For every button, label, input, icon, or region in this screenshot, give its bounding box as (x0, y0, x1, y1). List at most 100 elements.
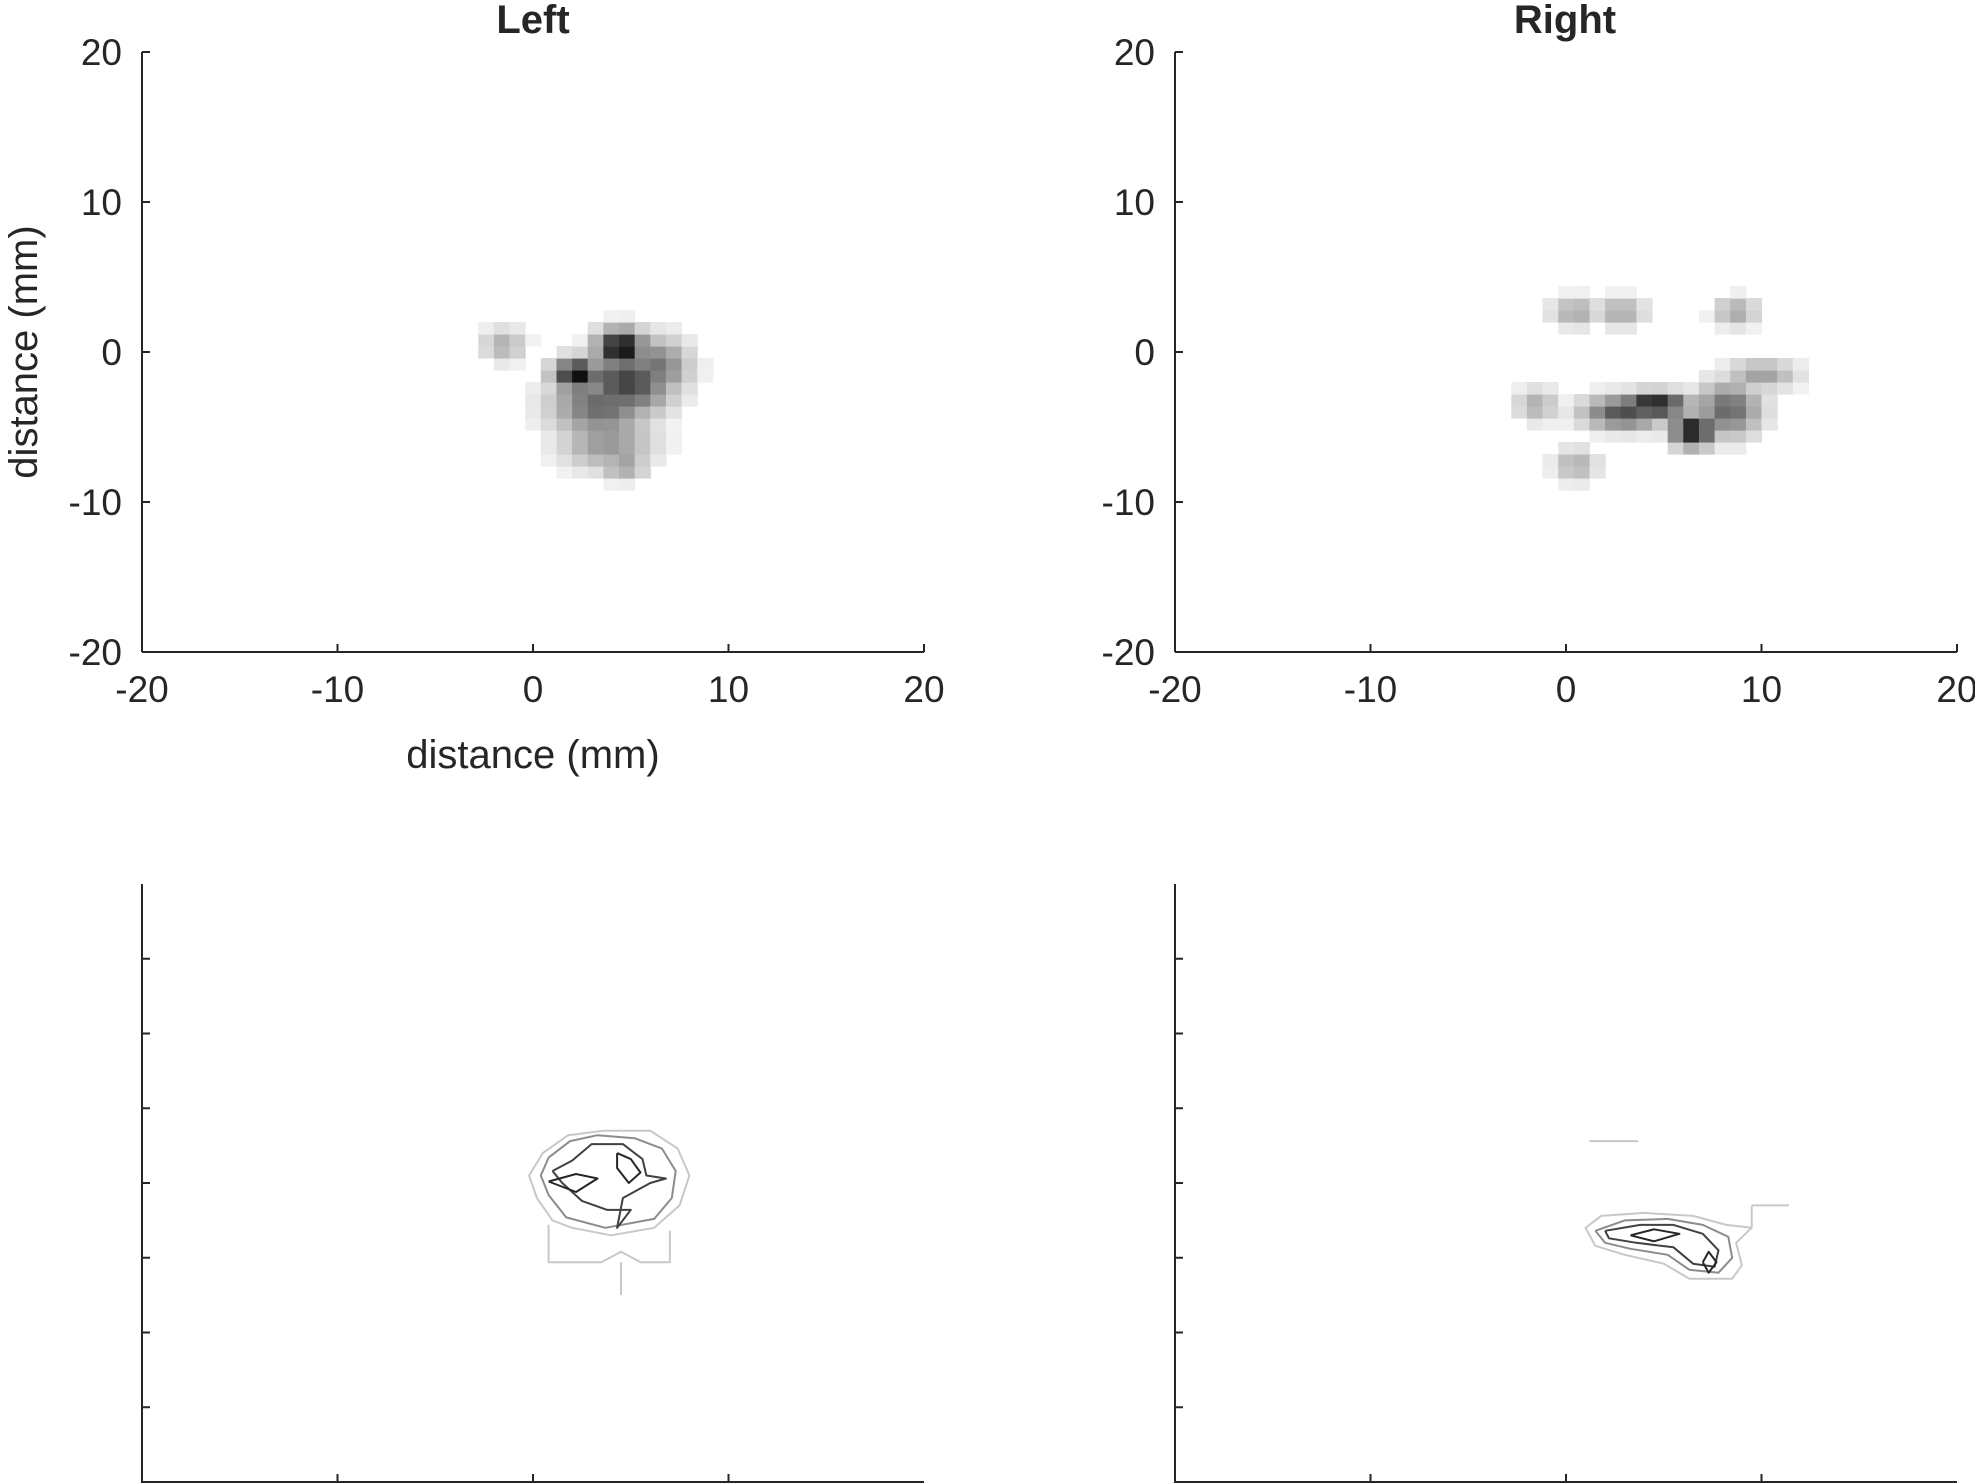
heatmap-cell (587, 334, 604, 347)
heatmap-cell (1730, 442, 1747, 455)
contour-line-top (548, 1173, 599, 1193)
heatmap-cell (587, 322, 604, 335)
x-tick-label: 0 (523, 669, 544, 710)
y-tick-label: -20 (69, 632, 122, 673)
heatmap-cell (1542, 454, 1559, 467)
heatmap-cell (650, 370, 667, 383)
heatmap-cell (493, 334, 511, 347)
heatmap-cell (681, 394, 698, 407)
heatmap-cell (1558, 454, 1575, 467)
x-tick-label: -20 (1148, 669, 1201, 710)
heatmap-cell (1730, 430, 1747, 443)
heatmap-cell (619, 346, 636, 359)
heatmap-cell (540, 358, 557, 371)
heatmap-cell (1730, 382, 1747, 395)
heatmap-cell (1745, 358, 1763, 371)
heatmap-cell (509, 358, 526, 371)
heatmap-cell (619, 430, 636, 443)
heatmap-cell (1620, 394, 1637, 407)
heatmap-cell (1636, 310, 1653, 323)
heatmap-cell (1605, 406, 1622, 419)
heatmap-cell (1698, 370, 1716, 383)
heatmap-cell (619, 466, 636, 479)
heatmap-cell (493, 322, 511, 335)
heatmap-cell (1667, 406, 1684, 419)
heatmap-cell (1526, 394, 1544, 407)
heatmap-cell (556, 394, 573, 407)
heatmap-cell (650, 322, 667, 335)
heatmap-cell (587, 454, 604, 467)
heatmap-cell (1511, 406, 1528, 419)
heatmap-cell (540, 370, 557, 383)
heatmap-cell (1730, 286, 1747, 299)
heatmap-cell (556, 466, 573, 479)
heatmap-cell (634, 442, 651, 455)
heatmap-cell (665, 322, 683, 335)
heatmap-cell (619, 310, 636, 323)
heatmap-cell (556, 382, 573, 395)
heatmap-cell (681, 382, 698, 395)
heatmap-cell (1589, 382, 1606, 395)
contour-line-low (1584, 1205, 1753, 1280)
heatmap-cell (587, 418, 604, 431)
heatmap-cell (572, 430, 589, 443)
heatmap-cell (1714, 370, 1731, 383)
heatmap-cell (1636, 382, 1653, 395)
heatmap-cell (634, 346, 651, 359)
heatmap-cell (603, 406, 620, 419)
heatmap-cell (1558, 418, 1575, 431)
x-ticks-left: -20 -10 0 10 20 (115, 644, 945, 710)
heatmap-cell (587, 394, 604, 407)
heatmap-cell (540, 430, 557, 443)
heatmap-cell (1698, 382, 1716, 395)
heatmap-cell (665, 406, 683, 419)
heatmap-cell (1730, 394, 1747, 407)
heatmap-cell (619, 370, 636, 383)
heatmap-cell (1605, 430, 1622, 443)
heatmap-cell (619, 478, 636, 491)
heatmap-cell (1558, 478, 1575, 491)
heatmap-cell (525, 382, 542, 395)
contour-line-mid (1594, 1217, 1734, 1274)
heatmap-cell (634, 358, 651, 371)
heatmap-cell (556, 358, 573, 371)
x-ticks-right: -20 -10 0 10 20 (1148, 644, 1975, 710)
heatmap-cell (1558, 310, 1575, 323)
heatmap-cell (1542, 466, 1559, 479)
heatmap-cell (603, 418, 620, 431)
heatmap-cell (1573, 478, 1590, 491)
heatmap-cell (1542, 298, 1559, 311)
heatmap-cell (665, 358, 683, 371)
heatmap-cell (540, 454, 557, 467)
heatmap-cell (1714, 382, 1731, 395)
heatmap-cell (1605, 394, 1622, 407)
heatmap-cell (603, 322, 620, 335)
panel-left-contour (141, 884, 924, 1483)
heatmap-cell (1526, 406, 1544, 419)
x-ticks-right-contour (1369, 1474, 1763, 1482)
heatmap-cell (650, 346, 667, 359)
heatmap-cell (1652, 418, 1669, 431)
y-tick-label: 20 (1114, 32, 1155, 73)
heatmap-cell (1714, 430, 1731, 443)
heatmap-cell (1777, 358, 1794, 371)
y-tick-label: -10 (69, 482, 122, 523)
heatmap-cell (1714, 418, 1731, 431)
y-tick-label: 0 (1134, 332, 1155, 373)
heatmap-cell (1667, 430, 1684, 443)
heatmap-cell (1573, 322, 1590, 335)
heatmap-cell (603, 310, 620, 323)
heatmap-cell (572, 394, 589, 407)
heatmap-cell (634, 370, 651, 383)
heatmap-cell (1589, 310, 1606, 323)
contour-line-low (528, 1129, 691, 1237)
heatmap-cell (619, 382, 636, 395)
heatmap-cell (1573, 394, 1590, 407)
heatmap-cell (697, 370, 714, 383)
heatmap-cell (1652, 394, 1669, 407)
heatmap-cell (509, 322, 526, 335)
heatmap-cell (1620, 298, 1637, 311)
heatmap-cell (572, 418, 589, 431)
heatmap-cell (1542, 406, 1559, 419)
